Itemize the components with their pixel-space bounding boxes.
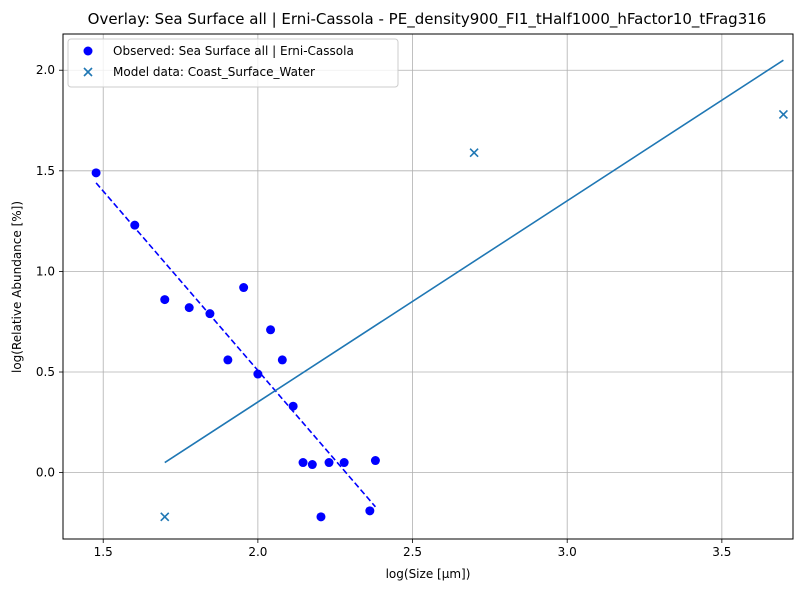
- y-tick-label: 2.0: [36, 63, 55, 77]
- observed-point: [316, 512, 326, 522]
- x-tick-label: 3.5: [712, 545, 731, 559]
- y-axis-label: log(Relative Abundance [%]): [10, 201, 24, 373]
- legend: Observed: Sea Surface all | Erni-Cassola…: [67, 38, 399, 88]
- observed-point: [160, 295, 170, 305]
- plot-points: [91, 109, 788, 522]
- observed-point: [339, 458, 349, 468]
- observed-point: [184, 303, 194, 313]
- legend-label-model: Model data: Coast_Surface_Water: [113, 65, 315, 79]
- plot-frame: [62, 33, 794, 540]
- y-axis-ticks: 0.0 0.5 1.0 1.5 2.0: [36, 63, 63, 480]
- x-tick-label: 1.5: [94, 545, 113, 559]
- observed-point: [277, 355, 287, 365]
- model-point: [160, 512, 170, 522]
- x-axis-ticks: 1.5 2.0 2.5 3.0 3.5: [94, 539, 731, 559]
- observed-point: [307, 460, 317, 470]
- model-point: [469, 148, 479, 158]
- observed-point: [223, 355, 233, 365]
- grid: [63, 34, 793, 539]
- observed-point: [266, 325, 276, 335]
- legend-box: [67, 38, 399, 88]
- observed-point: [365, 506, 375, 516]
- legend-marker-observed: [83, 46, 93, 56]
- x-tick-label: 2.0: [248, 545, 267, 559]
- legend-label-observed: Observed: Sea Surface all | Erni-Cassola: [113, 44, 354, 58]
- observed-point: [253, 369, 263, 379]
- y-tick-label: 0.0: [36, 466, 55, 480]
- observed-point: [239, 283, 249, 293]
- y-tick-label: 1.5: [36, 164, 55, 178]
- x-tick-label: 3.0: [558, 545, 577, 559]
- observed-point: [298, 458, 308, 468]
- observed-point: [288, 401, 298, 411]
- x-axis-label: log(Size [µm]): [386, 567, 471, 581]
- observed-point: [205, 309, 215, 319]
- y-tick-label: 0.5: [36, 365, 55, 379]
- fit-line-model: [164, 59, 784, 464]
- observed-point: [91, 168, 101, 178]
- plot-lines: [95, 59, 784, 508]
- y-tick-label: 1.0: [36, 264, 55, 278]
- model-point: [778, 109, 788, 120]
- observed-point: [370, 456, 380, 466]
- x-tick-label: 2.5: [403, 545, 422, 559]
- observed-point: [324, 458, 334, 468]
- observed-point: [130, 220, 140, 230]
- legend-marker-model: [83, 67, 93, 77]
- chart-title: Overlay: Sea Surface all | Erni-Cassola …: [88, 10, 767, 29]
- fit-line-observed: [95, 182, 377, 508]
